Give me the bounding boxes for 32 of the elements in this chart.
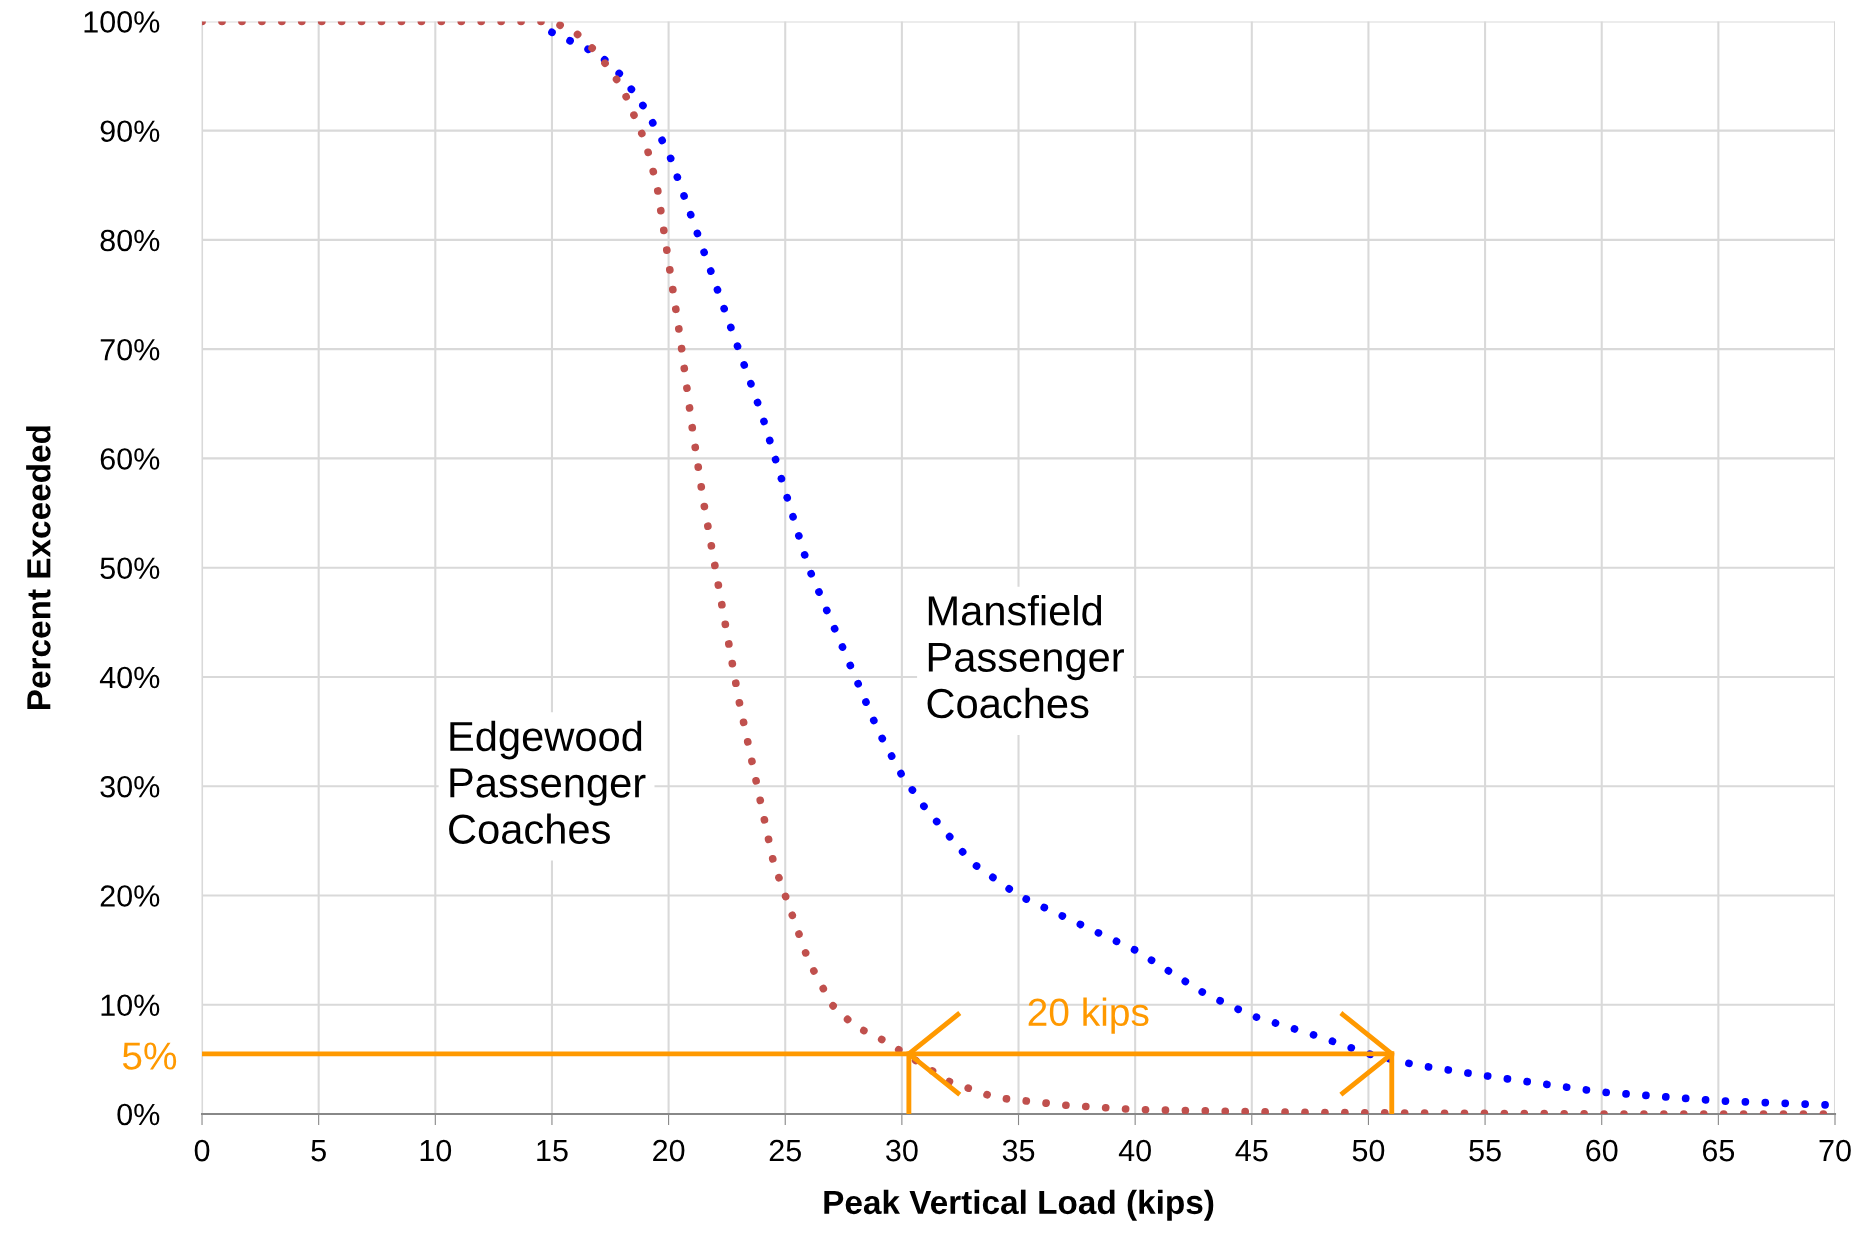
y-tick-label: 80% [100, 229, 160, 252]
x-tick-label: 35 [1002, 1139, 1035, 1162]
x-tick-label: 0 [194, 1139, 210, 1162]
y-tick-label: 40% [99, 666, 160, 689]
y-tick-label: 20% [100, 885, 160, 907]
annotation: Mansfield Passenger Coaches [927, 594, 1124, 719]
x-tick-label: 30 [886, 1139, 918, 1162]
annotation: 20 kips [1028, 997, 1149, 1034]
y-tick-label: 100% [84, 11, 160, 33]
x-tick-label: 5 [311, 1140, 326, 1162]
x-tick-label: 55 [1469, 1140, 1501, 1162]
text: 5% [122, 1042, 177, 1070]
y-tick-label: 10% [101, 994, 160, 1017]
y-tick-label: 70% [100, 338, 160, 361]
y-tick-label: 60% [100, 448, 160, 470]
x-tick-label: 15 [537, 1140, 568, 1162]
y-tick-label: 90% [100, 120, 160, 143]
x-tick-label: 20 [653, 1139, 685, 1162]
x-tick-label: 70 [1819, 1139, 1851, 1162]
y-tick-label: 0% [117, 1103, 160, 1126]
x-tick-label: 60 [1586, 1139, 1618, 1162]
x-tick-label: 50 [1352, 1139, 1385, 1162]
x-tick-label: 65 [1702, 1139, 1735, 1162]
x-tick-label: 45 [1235, 1140, 1268, 1162]
x-tick-label: 25 [769, 1139, 801, 1162]
y-axis-title: Percent Exceeded [26, 426, 51, 710]
y-tick-label: 30% [100, 775, 160, 798]
x-tick-label: 40 [1118, 1139, 1151, 1162]
x-axis-title: Peak Vertical Load (kips) [824, 1189, 1214, 1221]
annotation: Edgewood Passenger Coaches [449, 720, 646, 845]
x-tick-label: 10 [420, 1139, 452, 1162]
y-tick-label: 50% [100, 557, 160, 580]
